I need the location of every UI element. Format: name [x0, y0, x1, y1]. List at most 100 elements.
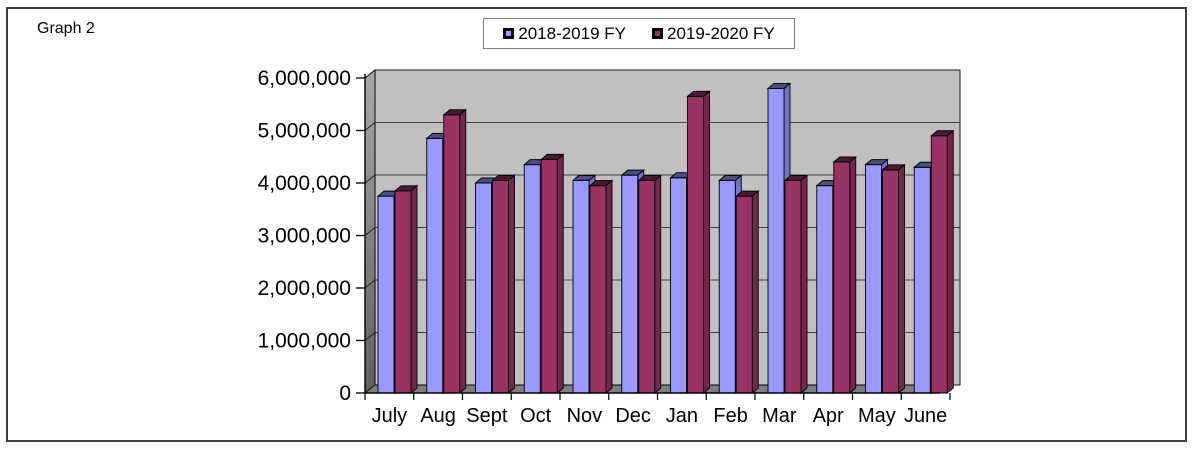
x-category-label: Nov: [567, 405, 603, 427]
bar-top-face: [571, 174, 597, 181]
bar-group-aug: [425, 108, 467, 394]
bar-side-face: [703, 90, 710, 394]
bar-front-face: [443, 114, 461, 394]
bar-2019-2020-fy-mar: [783, 174, 809, 394]
x-category-label: Aug: [420, 405, 456, 427]
legend-label: 2019-2020 FY: [667, 23, 775, 43]
bar-top-face: [491, 174, 516, 181]
bar-side-face: [751, 190, 759, 394]
x-category-label: July: [372, 405, 408, 427]
bar-front-face: [377, 195, 395, 394]
bar-top-face: [864, 159, 889, 166]
bar-top-face: [588, 180, 614, 187]
y-axis-tick-label: 3,000,000: [258, 225, 351, 248]
bar-side-face: [898, 163, 905, 394]
bar-2019-2020-fy-sept: [491, 174, 516, 394]
bar-front-face: [865, 164, 882, 394]
bar-front-face: [475, 182, 492, 394]
bar-top-face: [766, 83, 792, 89]
bar-side-face: [508, 174, 515, 394]
x-category-label: May: [858, 405, 896, 427]
bar-front-face: [492, 179, 509, 394]
figure-label: Graph 2: [37, 20, 95, 37]
bar-front-face: [767, 88, 785, 394]
bar-top-face: [881, 164, 906, 171]
bar-top-face: [686, 90, 711, 97]
legend-entry-2019-2020: 2019-2020 FY: [652, 24, 775, 44]
bar-front-face: [540, 158, 558, 394]
bar-2019-2020-fy-may: [881, 163, 906, 394]
y-axis-tick-label: 2,000,000: [258, 277, 351, 300]
bar-front-face: [784, 179, 802, 394]
bar-group-oct: [523, 153, 565, 394]
bar-front-face: [572, 179, 590, 394]
bar-side-face: [849, 156, 857, 394]
legend-swatch-icon: [503, 28, 515, 39]
y-axis-tick-label: 0: [339, 382, 351, 405]
bar-top-face: [718, 174, 743, 181]
bar-side-face: [605, 179, 613, 394]
bar-group-apr: [815, 156, 857, 394]
bar-front-face: [621, 174, 639, 394]
bar-2019-2020-fy-oct: [540, 153, 565, 394]
bar-front-face: [589, 185, 607, 394]
y-axis-tick-label: 6,000,000: [258, 67, 351, 90]
y-axis-tick-label: 4,000,000: [258, 172, 351, 195]
x-category-label: Oct: [520, 405, 552, 427]
x-category-label: Sept: [466, 405, 508, 427]
bar-side-face: [654, 174, 662, 394]
bar-2019-2020-fy-aug: [442, 108, 467, 394]
y-axis-tick-label: 1,000,000: [258, 330, 351, 353]
wall-gridline-connector: [364, 279, 376, 289]
bar-side-face: [410, 184, 418, 394]
bar-front-face: [816, 185, 834, 394]
wall-gridline-connector: [364, 174, 376, 184]
bar-front-face: [670, 177, 687, 394]
bar-2019-2020-fy-feb: [735, 190, 760, 394]
bar-front-face: [394, 190, 412, 394]
bar-2019-2020-fy-july: [393, 184, 419, 394]
bar-group-feb: [718, 174, 760, 394]
bar-side-face: [556, 153, 564, 394]
bar-top-face: [735, 190, 760, 197]
bar-side-face: [800, 174, 808, 394]
bar-front-face: [882, 169, 899, 394]
x-category-label: Dec: [615, 405, 651, 427]
wall-gridline-connector: [364, 332, 376, 341]
bar-group-july: [376, 184, 419, 394]
bar-top-face: [832, 156, 857, 163]
bar-top-face: [930, 130, 955, 137]
bar-top-face: [637, 174, 662, 181]
legend-label: 2018-2019 FY: [518, 23, 626, 43]
bar-side-face: [946, 129, 954, 394]
bar-group-sept: [474, 174, 516, 394]
chart-legend: 2018-2019 FY 2019-2020 FY: [483, 18, 795, 49]
bar-front-face: [833, 161, 851, 394]
bar-front-face: [523, 164, 541, 394]
bar-top-face: [540, 153, 565, 160]
bar-group-dec: [620, 169, 662, 394]
legend-swatch-icon: [652, 28, 663, 39]
bar-front-face: [638, 179, 656, 394]
bar-2019-2020-fy-dec: [637, 174, 662, 394]
x-category-label: Jan: [666, 405, 698, 427]
bar-group-nov: [571, 174, 614, 394]
bar-group-jan: [669, 90, 711, 394]
wall-gridline-connector: [364, 69, 376, 79]
bar-top-face: [393, 185, 419, 192]
bar-front-face: [718, 179, 736, 394]
bar-2019-2020-fy-apr: [832, 156, 857, 394]
y-axis-tick-label: 5,000,000: [258, 120, 351, 143]
x-category-label: June: [904, 405, 947, 427]
x-category-label: Feb: [713, 405, 747, 427]
bar-front-face: [426, 137, 444, 394]
bar-group-mar: [766, 82, 809, 394]
bar-top-face: [442, 109, 467, 116]
bar-group-may: [864, 158, 906, 394]
wall-gridline-connector: [364, 384, 376, 394]
bar-front-face: [930, 135, 948, 394]
wall-gridline-connector: [364, 227, 376, 236]
bar-2019-2020-fy-nov: [588, 179, 614, 394]
